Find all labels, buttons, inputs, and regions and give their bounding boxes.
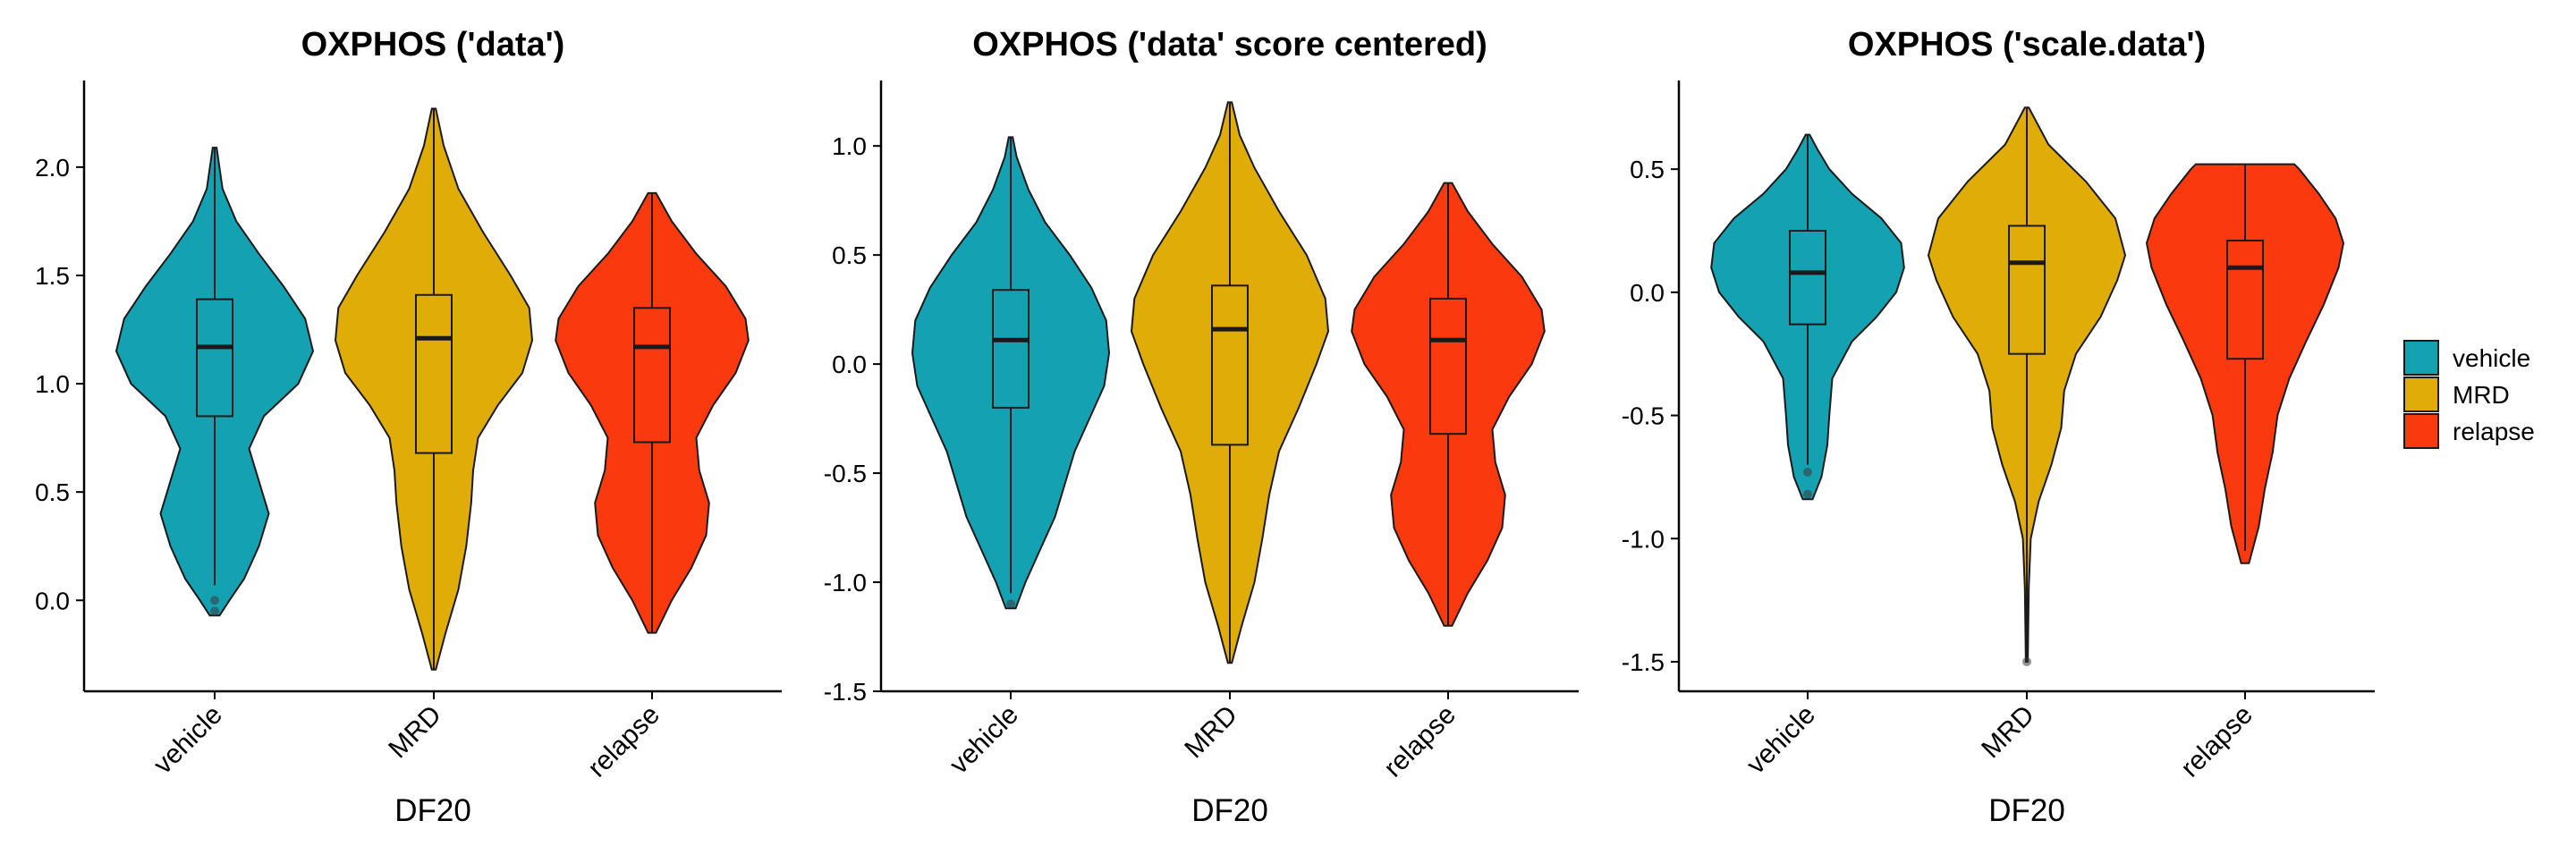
x-tick-label: MRD bbox=[1179, 700, 1243, 765]
x-tick-label: vehicle bbox=[1741, 700, 1821, 780]
violin-shape bbox=[1710, 133, 1905, 501]
box-iqr bbox=[1789, 229, 1826, 326]
y-tick-label: 1.5 bbox=[35, 262, 70, 290]
y-tick-label: 2.0 bbox=[35, 154, 70, 182]
y-tick-label: 1.0 bbox=[832, 132, 867, 160]
chart-panel-2: OXPHOS ('data' score centered) vehicle MRD… bbox=[824, 26, 1579, 828]
legend-swatch-vehicle bbox=[2403, 340, 2439, 376]
violin-MRD bbox=[1927, 106, 2127, 666]
box-iqr bbox=[415, 293, 453, 454]
outlier-point bbox=[210, 606, 219, 616]
x-tick-label: relapse bbox=[2175, 700, 2258, 783]
outlier-point bbox=[1803, 467, 1812, 477]
y-tick-label: 0.0 bbox=[35, 587, 70, 614]
x-tick-label: vehicle bbox=[148, 700, 228, 780]
x-tick-label: MRD bbox=[383, 700, 447, 765]
legend-label-MRD: MRD bbox=[2453, 381, 2510, 409]
x-axis-title: DF20 bbox=[1988, 793, 2065, 828]
x-axis-title: DF20 bbox=[1191, 793, 1268, 828]
box-iqr bbox=[992, 289, 1030, 409]
violin-shape bbox=[555, 191, 750, 634]
panel-title: OXPHOS ('scale.data') bbox=[1848, 26, 2206, 63]
chart-panel-1: OXPHOS ('data') vehicle MRD relapse 0.0 0.5 1.… bbox=[35, 26, 782, 828]
outlier-point bbox=[2022, 656, 2031, 666]
box-iqr bbox=[1429, 297, 1467, 436]
y-tick-label: -0.5 bbox=[1622, 402, 1665, 430]
y-tick-label: 1.0 bbox=[35, 370, 70, 398]
x-tick-label: vehicle bbox=[945, 700, 1024, 780]
box-iqr bbox=[2226, 240, 2264, 360]
panel-title: OXPHOS ('data') bbox=[301, 26, 565, 63]
legend-swatch-MRD bbox=[2403, 377, 2439, 412]
y-tick-label: -1.5 bbox=[1622, 648, 1665, 676]
legend: vehicle MRD relapse bbox=[2403, 340, 2535, 449]
violin-shape bbox=[334, 107, 534, 671]
y-tick-label: -1.5 bbox=[824, 678, 867, 706]
panel-title: OXPHOS ('data' score centered) bbox=[972, 26, 1487, 63]
violin-relapse bbox=[1351, 182, 1546, 627]
y-tick-label: 0.5 bbox=[35, 478, 70, 506]
y-tick-label: 0.0 bbox=[1630, 279, 1665, 307]
legend-swatch-relapse bbox=[2403, 413, 2439, 449]
legend-label-relapse: relapse bbox=[2453, 418, 2535, 445]
violin-vehicle bbox=[114, 147, 315, 617]
x-tick-label: relapse bbox=[582, 700, 665, 783]
box-iqr bbox=[633, 307, 671, 444]
violin-shape bbox=[1351, 182, 1546, 627]
violin-relapse bbox=[555, 191, 750, 634]
legend-label-vehicle: vehicle bbox=[2453, 344, 2530, 372]
box-iqr bbox=[1211, 284, 1249, 446]
x-tick-label: relapse bbox=[1378, 700, 1462, 783]
outlier-point bbox=[210, 596, 219, 605]
violin-vehicle bbox=[911, 136, 1111, 610]
box-iqr bbox=[196, 298, 233, 418]
violin-shape bbox=[911, 136, 1111, 610]
outlier-point bbox=[1803, 489, 1812, 499]
y-tick-label: 0.5 bbox=[1630, 156, 1665, 183]
violin-shape bbox=[114, 147, 315, 617]
violin-vehicle bbox=[1710, 133, 1905, 501]
violin-MRD bbox=[334, 107, 534, 671]
y-tick-label: -1.0 bbox=[824, 569, 867, 596]
x-tick-label: MRD bbox=[1976, 700, 2040, 765]
y-tick-label: -1.0 bbox=[1622, 525, 1665, 553]
box-iqr bbox=[2008, 224, 2046, 355]
chart-panel-3: OXPHOS ('scale.data') vehicle MRD relapse -1… bbox=[1622, 26, 2375, 828]
outlier-point bbox=[1006, 599, 1015, 609]
y-tick-label: 0.0 bbox=[832, 351, 867, 378]
y-tick-label: 0.5 bbox=[832, 241, 867, 269]
y-tick-label: -0.5 bbox=[824, 460, 867, 487]
violin-MRD bbox=[1130, 101, 1330, 664]
violin-relapse bbox=[2145, 163, 2345, 564]
violin-shape bbox=[1130, 101, 1330, 664]
x-axis-title: DF20 bbox=[394, 793, 471, 828]
